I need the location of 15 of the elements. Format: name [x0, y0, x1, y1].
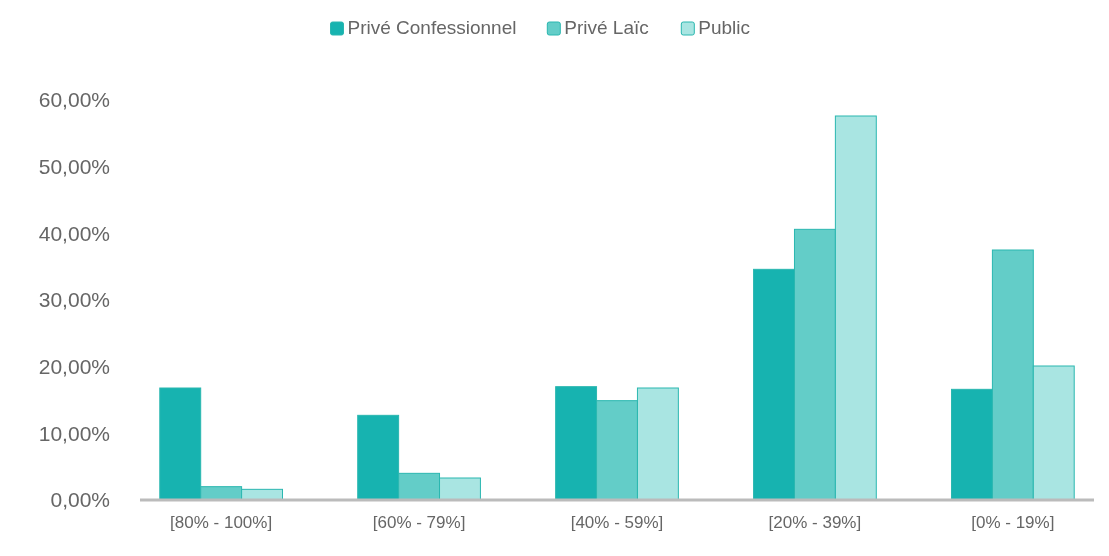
x-tick-label: [60% - 79%]	[372, 513, 466, 532]
legend-label: Privé Laïc	[564, 17, 649, 38]
x-tick-label: [40% - 59%]	[570, 513, 664, 532]
x-tick-label: [80% - 100%]	[170, 513, 273, 532]
legend-label: Public	[698, 17, 751, 38]
legend-label: Privé Confessionnel	[347, 17, 517, 38]
x-tick-label: [20% - 39%]	[768, 513, 862, 532]
y-tick-label: 0,00%	[50, 488, 110, 512]
y-tick-label: 60,00%	[38, 88, 110, 112]
y-tick-label: 40,00%	[38, 221, 110, 245]
y-tick-label: 50,00%	[38, 155, 110, 179]
y-tick-label: 30,00%	[38, 288, 110, 312]
y-tick-label: 10,00%	[38, 421, 110, 445]
x-tick-label: [0% - 19%]	[971, 513, 1055, 532]
y-tick-label: 20,00%	[38, 355, 110, 379]
